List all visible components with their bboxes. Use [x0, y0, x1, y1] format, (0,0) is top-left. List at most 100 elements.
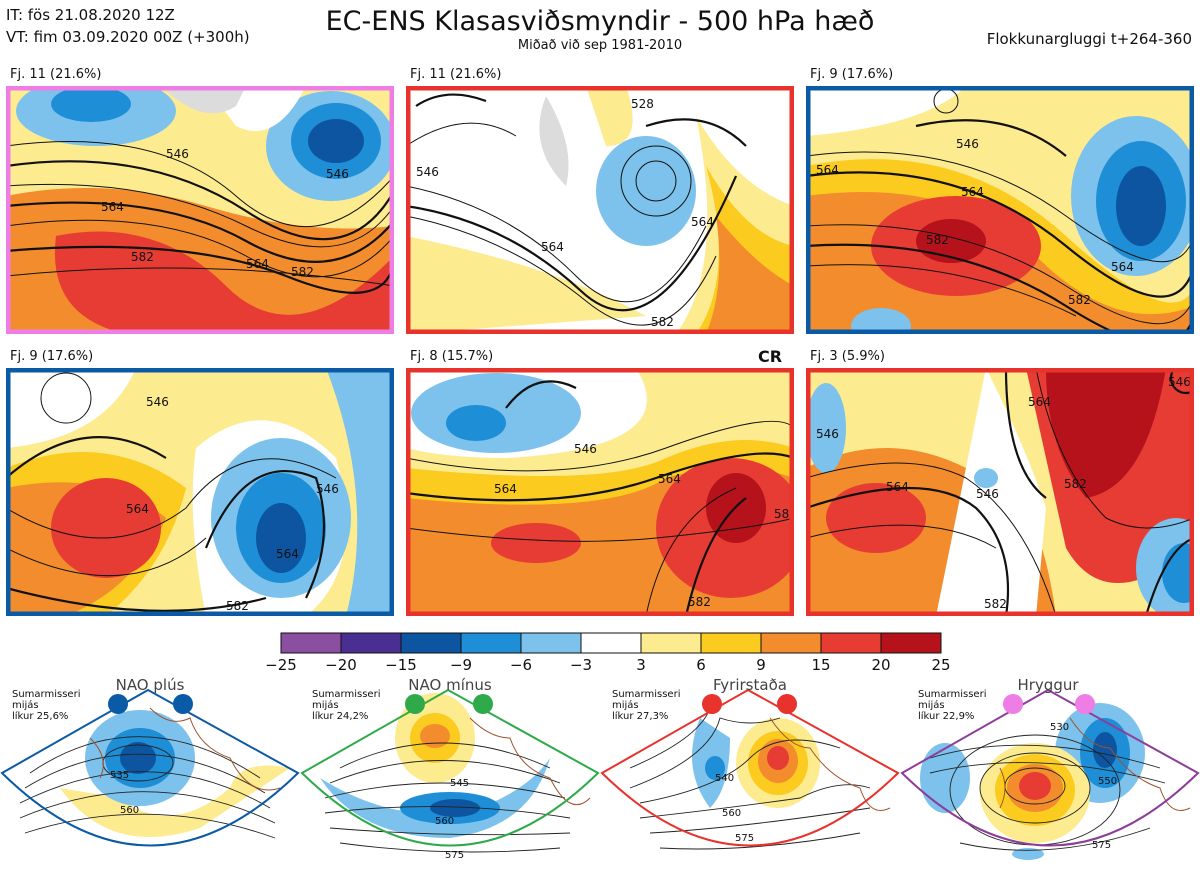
svg-text:564: 564 [494, 482, 517, 496]
svg-text:582: 582 [226, 599, 249, 613]
color-legend-tick: −3 [569, 656, 593, 674]
svg-text:546: 546 [416, 165, 439, 179]
svg-text:582: 582 [131, 250, 154, 264]
smoothing-label: mijás [612, 700, 639, 711]
valid-time: VT: fim 03.09.2020 00Z (+300h) [6, 28, 250, 46]
svg-text:564: 564 [126, 502, 149, 516]
season-label: Sumarmisseri [612, 689, 681, 700]
color-legend [280, 632, 942, 658]
svg-text:575: 575 [1092, 840, 1111, 851]
svg-text:564: 564 [276, 547, 299, 561]
svg-text:530: 530 [1050, 722, 1069, 733]
svg-text:582: 582 [1064, 477, 1087, 491]
svg-text:564: 564 [541, 240, 564, 254]
panel-5-label: Fj. 8 (15.7%) [410, 349, 494, 364]
regime-ridge: 530 550 575 [900, 678, 1200, 875]
header-info: IT: fös 21.08.2020 12Z VT: fim 03.09.202… [6, 4, 250, 48]
init-time: IT: fös 21.08.2020 12Z [6, 6, 175, 24]
color-legend-swatch [340, 632, 402, 654]
svg-text:550: 550 [1098, 776, 1117, 787]
svg-text:582: 582 [688, 595, 711, 609]
svg-text:582: 582 [291, 265, 314, 279]
svg-text:582: 582 [984, 597, 1007, 611]
svg-text:546: 546 [326, 167, 349, 181]
svg-text:546: 546 [574, 442, 597, 456]
svg-text:528: 528 [631, 97, 654, 111]
color-legend-swatch [820, 632, 882, 654]
smoothing-label: mijás [312, 700, 339, 711]
classification-window: Flokkunargluggi t+264-360 [986, 30, 1192, 48]
color-legend-swatch [580, 632, 642, 654]
color-legend-swatch [760, 632, 822, 654]
regime-nao-plus-info: Sumarmisseri mijás líkur 25,6% [12, 689, 80, 722]
regime-ridge-name: Hryggur [1017, 676, 1079, 694]
color-legend-tick: 6 [696, 656, 706, 674]
cluster-map-1: 546 564 582 564 546 582 [6, 86, 394, 334]
svg-text:535: 535 [110, 770, 129, 781]
color-legend-swatch [400, 632, 462, 654]
svg-text:560: 560 [120, 805, 139, 816]
cr-label: CR [758, 347, 783, 366]
regime-nao-plus: 535 560 [0, 678, 300, 875]
svg-text:582: 582 [1068, 293, 1091, 307]
svg-text:560: 560 [722, 808, 741, 819]
svg-text:546: 546 [146, 395, 169, 409]
panel-1-label: Fj. 11 (21.6%) [10, 67, 102, 82]
svg-text:546: 546 [956, 137, 979, 151]
color-legend-tick: 25 [931, 656, 951, 674]
svg-text:564: 564 [691, 215, 714, 229]
color-legend-tick: −6 [509, 656, 533, 674]
color-legend-swatch [700, 632, 762, 654]
svg-text:560: 560 [435, 816, 454, 827]
svg-text:540: 540 [715, 773, 734, 784]
color-legend-tick: 20 [871, 656, 891, 674]
svg-text:564: 564 [1028, 395, 1051, 409]
regime-nao-minus: 545 560 575 [300, 678, 600, 875]
cluster-map-6: 564 546 564 546 582 582 546 [806, 368, 1194, 616]
color-legend-swatch [880, 632, 942, 654]
probability-label: líkur 27,3% [612, 711, 669, 722]
page-subtitle: Miðað við sep 1981-2010 [517, 38, 683, 53]
color-legend-swatch [460, 632, 522, 654]
regime-blocking-info: Sumarmisseri mijás líkur 27,3% [612, 689, 680, 722]
svg-text:546: 546 [816, 427, 839, 441]
svg-text:564: 564 [658, 472, 681, 486]
svg-text:546: 546 [316, 482, 339, 496]
svg-text:546: 546 [976, 487, 999, 501]
svg-text:582: 582 [651, 315, 674, 329]
svg-text:564: 564 [1111, 260, 1134, 274]
panel-6-label: Fj. 3 (5.9%) [810, 349, 885, 364]
color-legend-tick: −15 [385, 656, 417, 674]
panel-4-label: Fj. 9 (17.6%) [10, 349, 94, 364]
svg-text:582: 582 [926, 233, 949, 247]
svg-text:564: 564 [816, 163, 839, 177]
season-label: Sumarmisseri [12, 689, 81, 700]
color-legend-tick: 15 [811, 656, 831, 674]
regime-nao-minus-info: Sumarmisseri mijás líkur 24,2% [312, 689, 380, 722]
regime-nao-minus-name: NAO mínus [408, 676, 492, 694]
page-title: EC-ENS Klasasviðsmyndir - 500 hPa hæð [325, 6, 875, 37]
cluster-map-5: 546 564 564 582 582 [406, 368, 794, 616]
color-legend-swatch [280, 632, 342, 654]
cluster-map-4: 546 564 564 546 582 [6, 368, 394, 616]
color-legend-tick: 3 [636, 656, 646, 674]
smoothing-label: mijás [918, 700, 945, 711]
svg-text:582: 582 [774, 507, 794, 521]
season-label: Sumarmisseri [918, 689, 987, 700]
cluster-map-2: 528 546 564 564 582 [406, 86, 794, 334]
color-legend-swatch [640, 632, 702, 654]
panel-3-label: Fj. 9 (17.6%) [810, 67, 894, 82]
regime-blocking: 540 560 575 [600, 678, 900, 875]
svg-text:546: 546 [1168, 375, 1191, 389]
color-legend-tick: −9 [449, 656, 473, 674]
color-legend-tick: −25 [265, 656, 297, 674]
regime-nao-plus-name: NAO plús [115, 676, 185, 694]
svg-text:564: 564 [961, 185, 984, 199]
svg-text:564: 564 [101, 200, 124, 214]
cluster-map-3: 546 564 564 582 564 582 [806, 86, 1194, 334]
season-label: Sumarmisseri [312, 689, 381, 700]
svg-text:564: 564 [246, 257, 269, 271]
svg-text:575: 575 [445, 850, 464, 861]
svg-text:564: 564 [886, 480, 909, 494]
svg-text:545: 545 [450, 778, 469, 789]
